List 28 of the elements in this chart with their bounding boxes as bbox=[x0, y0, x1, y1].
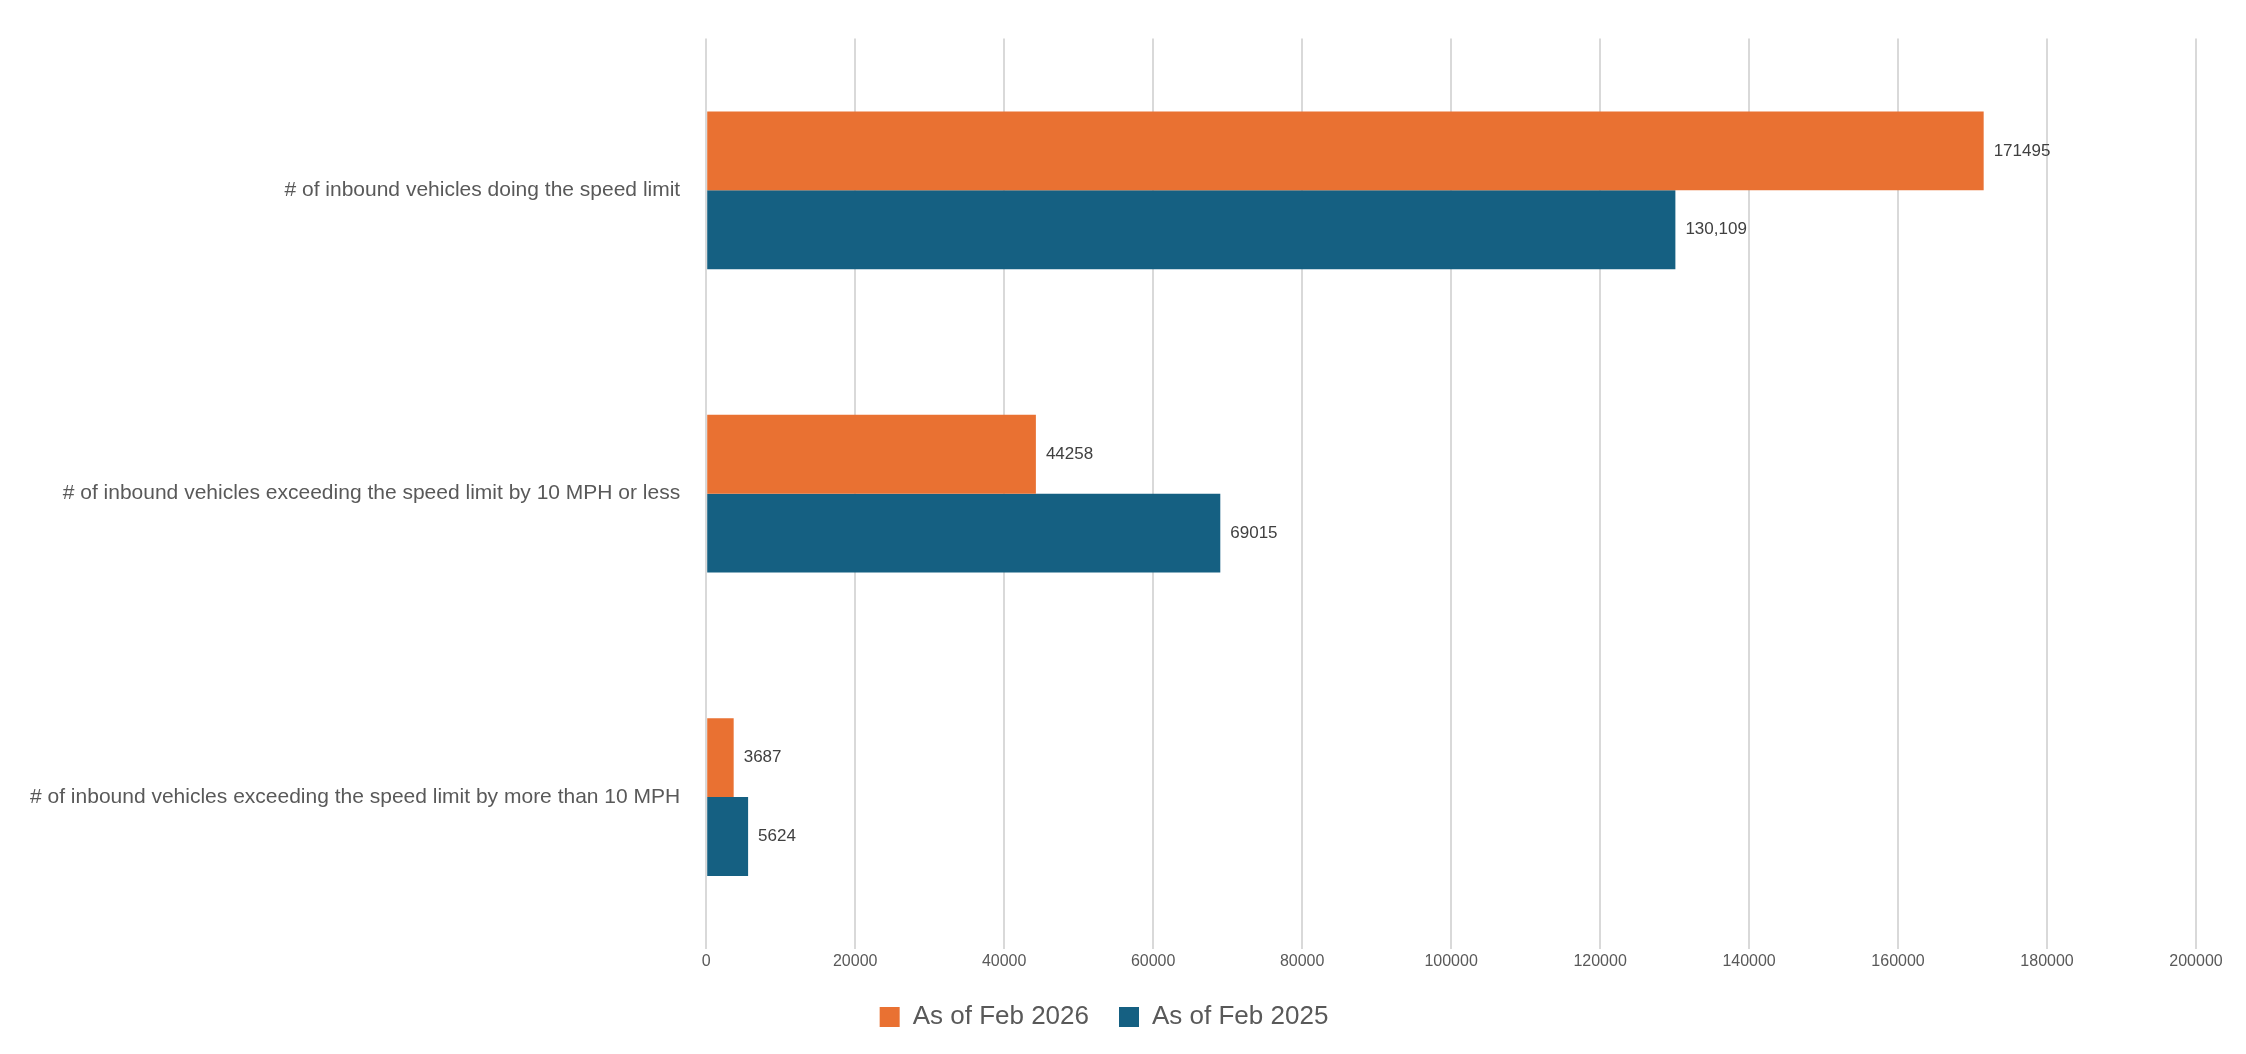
bar bbox=[707, 111, 1984, 191]
data-label: 69015 bbox=[1230, 522, 1278, 542]
x-tick-label: 100000 bbox=[1424, 951, 1478, 969]
legend-label: As of Feb 2026 bbox=[912, 1000, 1090, 1031]
data-label: 130,109 bbox=[1685, 219, 1747, 239]
x-tick-label: 40000 bbox=[981, 951, 1027, 969]
x-tick-label: 20000 bbox=[832, 951, 878, 969]
y-tick-label: # of inbound vehicles exceeding the speed limit by 10 MPH or less bbox=[62, 480, 681, 504]
legend-label: As of Feb 2025 bbox=[1152, 1000, 1329, 1031]
bar bbox=[707, 414, 1036, 494]
bar bbox=[707, 493, 1221, 573]
x-tick-label: 0 bbox=[701, 951, 711, 969]
bar bbox=[707, 190, 1676, 270]
x-tick-label: 180000 bbox=[2020, 951, 2074, 969]
data-label: 3687 bbox=[743, 747, 782, 767]
x-tick-label: 60000 bbox=[1130, 951, 1176, 969]
bar bbox=[707, 797, 749, 876]
x-tick-label: 80000 bbox=[1279, 951, 1325, 969]
data-label: 44258 bbox=[1045, 443, 1094, 463]
data-label: 171495 bbox=[1993, 140, 2051, 160]
x-tick-label: 140000 bbox=[1722, 951, 1776, 969]
x-tick-label: 200000 bbox=[2169, 951, 2223, 969]
x-tick-label: 160000 bbox=[1871, 951, 1925, 969]
data-label: 5624 bbox=[758, 826, 796, 846]
y-tick-label: # of inbound vehicles exceeding the speed limit by more than 10 MPH bbox=[29, 783, 681, 807]
x-tick-label: 120000 bbox=[1573, 951, 1627, 969]
bar bbox=[707, 718, 734, 798]
y-tick-label: # of inbound vehicles doing the speed limit bbox=[284, 177, 681, 201]
